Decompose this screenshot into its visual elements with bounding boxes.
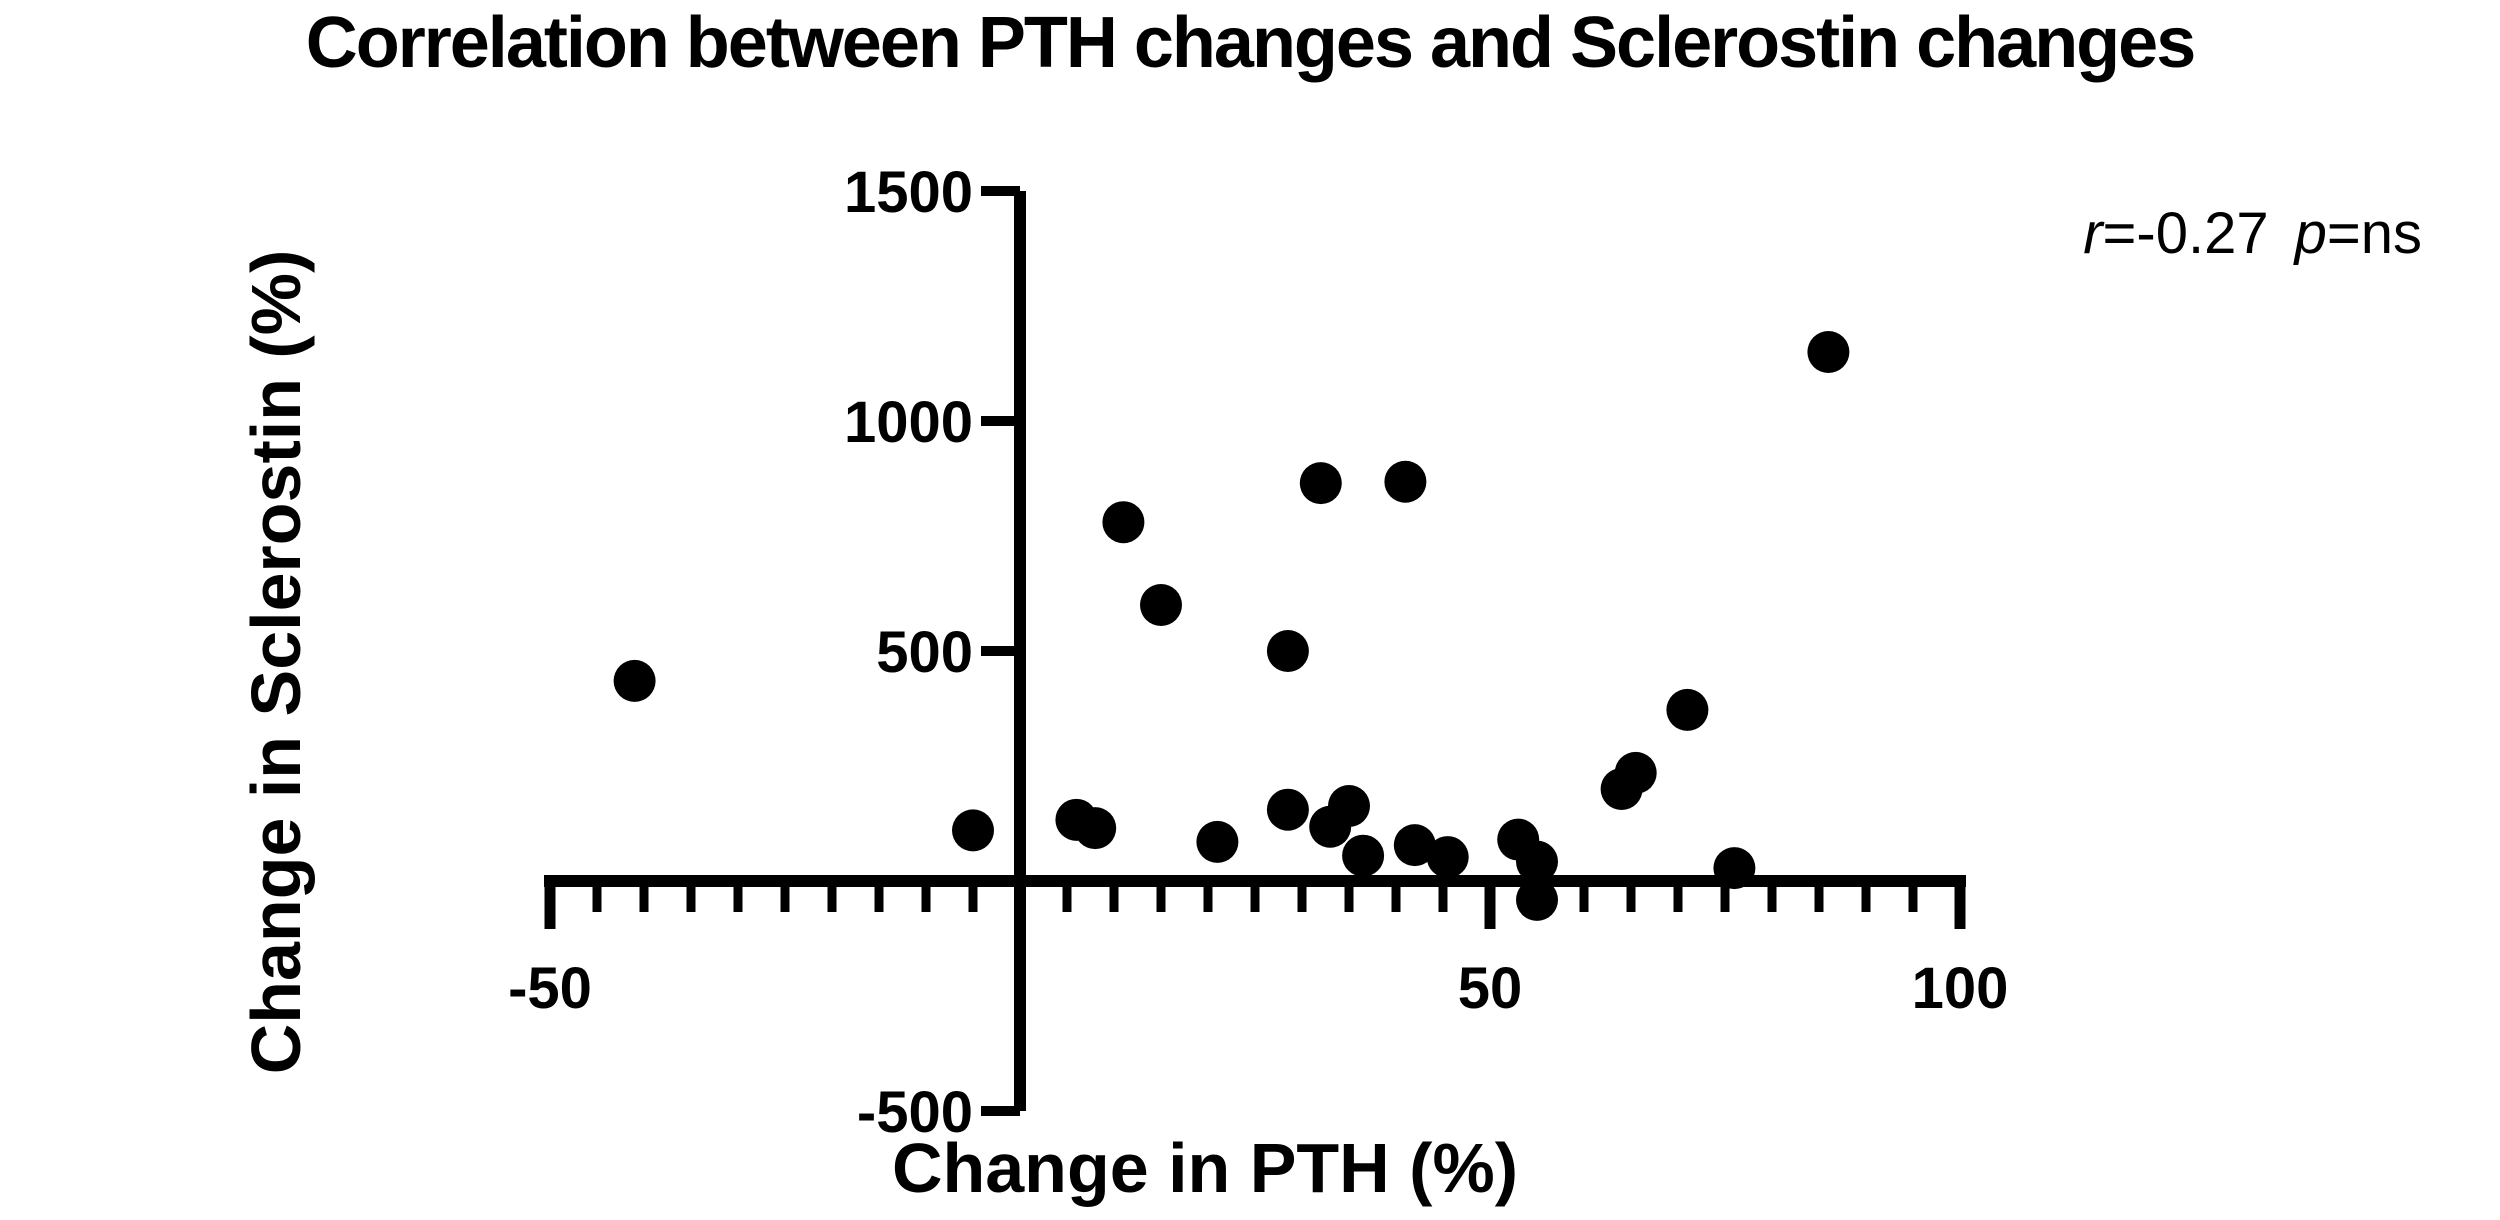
data-point bbox=[1614, 751, 1657, 794]
data-point bbox=[1393, 824, 1436, 867]
r-value: =-0.27 bbox=[2102, 201, 2269, 266]
x-tick-label: -50 bbox=[508, 956, 592, 1021]
y-axis-title: Change in Sclerostin (%) bbox=[237, 250, 315, 1075]
data-point bbox=[613, 659, 656, 702]
y-tick-label: 1000 bbox=[844, 390, 973, 455]
data-point bbox=[1807, 331, 1850, 373]
data-point bbox=[1328, 785, 1370, 828]
y-tick-label: 500 bbox=[876, 620, 973, 685]
x-tick-label: 100 bbox=[1912, 956, 2009, 1021]
y-tick-label: 1500 bbox=[844, 160, 973, 225]
data-point bbox=[1299, 462, 1342, 505]
data-point bbox=[952, 809, 994, 852]
data-point bbox=[1266, 630, 1309, 672]
data-point bbox=[1426, 836, 1469, 879]
data-point bbox=[1713, 847, 1756, 890]
data-point bbox=[1516, 878, 1558, 921]
x-tick-label: 50 bbox=[1458, 956, 1523, 1021]
y-tick-label: -500 bbox=[857, 1080, 973, 1145]
correlation-annotation: r=-0.27 p=ns bbox=[2083, 200, 2422, 267]
data-point bbox=[1266, 788, 1309, 831]
r-symbol: r bbox=[2083, 201, 2103, 266]
data-point bbox=[1516, 840, 1558, 883]
data-point bbox=[1102, 501, 1145, 544]
p-symbol: p bbox=[2294, 201, 2327, 266]
data-point bbox=[1196, 820, 1239, 863]
data-point bbox=[1342, 834, 1385, 877]
chart-title: Correlation between PTH changes and Scle… bbox=[305, 3, 2197, 83]
p-value: =ns bbox=[2326, 201, 2422, 266]
data-point bbox=[1140, 584, 1182, 626]
data-point bbox=[1384, 460, 1427, 503]
data-point bbox=[1666, 688, 1709, 731]
x-axis-title: Change in PTH (%) bbox=[892, 1129, 1518, 1207]
data-point bbox=[1074, 807, 1117, 850]
